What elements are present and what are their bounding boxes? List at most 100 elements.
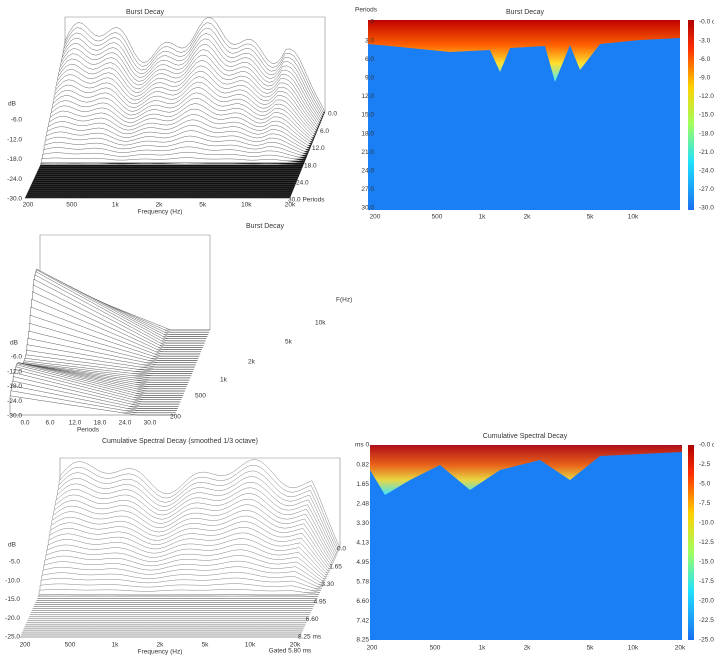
label: Burst Decay	[246, 223, 285, 230]
label: dB	[8, 542, 16, 549]
label: -3.0	[699, 37, 711, 44]
label: 4.95	[314, 599, 327, 606]
label: 5k	[587, 214, 595, 221]
label: 1k	[479, 645, 487, 652]
label: 2k	[157, 642, 165, 649]
label: 3.30	[321, 581, 334, 588]
label: 24.0	[119, 420, 132, 427]
label: 2k	[524, 645, 532, 652]
label: 24.0	[296, 180, 309, 187]
label: 200	[20, 642, 31, 649]
heatmap-band	[370, 445, 682, 495]
label: 200	[23, 202, 34, 209]
label: 6.0	[320, 128, 329, 135]
label: 0.0	[328, 111, 337, 118]
label: 10k	[628, 645, 639, 652]
label: 3.0	[365, 37, 374, 44]
label: 5k	[199, 202, 207, 209]
label: 0	[370, 19, 374, 26]
decay-slice	[38, 589, 320, 595]
label: -6.0	[699, 56, 711, 63]
label: 6.0	[45, 420, 54, 427]
label: 10k	[245, 642, 256, 649]
label: 0.82	[356, 462, 369, 469]
label: ms 0	[355, 442, 369, 449]
label: 200	[370, 214, 381, 221]
label: 2k	[156, 202, 164, 209]
label: 500	[195, 393, 206, 400]
label: Burst Decay	[126, 9, 165, 16]
label: -24.0	[7, 176, 22, 183]
label: -27.0	[699, 186, 714, 193]
label: Cumulative Spectral Decay	[483, 433, 568, 440]
label: 8.25 ms	[298, 634, 322, 641]
label: 200	[367, 645, 378, 652]
label: dB	[8, 101, 16, 108]
decay-slice	[41, 157, 305, 164]
label: Frequency (Hz)	[138, 209, 183, 216]
label: 5k	[285, 339, 293, 346]
decay-slice	[40, 162, 304, 166]
label: 4.95	[356, 559, 369, 566]
label: 12.0	[361, 93, 374, 100]
label: 10k	[315, 320, 326, 327]
label: dB	[10, 340, 18, 347]
label: 7.42	[356, 617, 369, 624]
label: 500	[432, 214, 443, 221]
label: -24.0	[699, 168, 714, 175]
label: 20k	[290, 642, 301, 649]
label: -20.0	[5, 615, 20, 622]
label: 10k	[628, 214, 639, 221]
label: -15.0	[699, 559, 714, 566]
label: Periods	[77, 427, 100, 434]
label: -2.5	[699, 461, 711, 468]
label: 4.13	[356, 539, 369, 546]
label: 20k	[285, 202, 296, 209]
label: 9.0	[365, 75, 374, 82]
label: 5k	[587, 645, 595, 652]
label: -10.0	[5, 577, 20, 584]
label: 24.0	[361, 168, 374, 175]
label: -6.0	[11, 117, 23, 124]
label: 2.48	[356, 501, 369, 508]
heatmap-bg	[368, 20, 680, 210]
colorbar	[688, 445, 694, 640]
label: 200	[170, 414, 181, 421]
label: 8.25	[356, 637, 369, 644]
label: 30.0	[144, 420, 157, 427]
label: 20k	[675, 645, 686, 652]
label: 15.0	[361, 112, 374, 119]
label: 1.65	[329, 563, 342, 570]
label: 2k	[248, 359, 256, 366]
label: -10.0	[699, 520, 714, 527]
label: 500	[430, 645, 441, 652]
label: -30.0	[7, 413, 22, 420]
label: -25.0	[699, 637, 714, 644]
label: 6.60	[306, 616, 319, 623]
label: -15.0	[5, 596, 20, 603]
label: -22.5	[699, 617, 714, 624]
label: 6.0	[365, 56, 374, 63]
label: -12.0	[699, 93, 714, 100]
label: 30.0	[361, 205, 374, 212]
label: -12.5	[699, 539, 714, 546]
label: -6.0	[11, 354, 23, 361]
label: -7.5	[699, 500, 711, 507]
label: 21.0	[361, 149, 374, 156]
label: -20.0	[699, 598, 714, 605]
label: -5.0	[699, 481, 711, 488]
label: 2k	[524, 214, 532, 221]
label: -18.0	[699, 130, 714, 137]
label: -30.0	[699, 205, 714, 212]
decay-slice	[9, 395, 175, 416]
decay-slice	[37, 594, 319, 597]
label: Frequency (Hz)	[138, 649, 183, 655]
label: Gated 5.80 ms	[269, 648, 312, 655]
label: 1.65	[356, 481, 369, 488]
label: -21.0	[699, 149, 714, 156]
label: 500	[66, 202, 77, 209]
label: 0.0	[20, 420, 29, 427]
label: 18.0	[304, 162, 317, 169]
colorbar	[688, 20, 694, 210]
label: 12.0	[312, 145, 325, 152]
